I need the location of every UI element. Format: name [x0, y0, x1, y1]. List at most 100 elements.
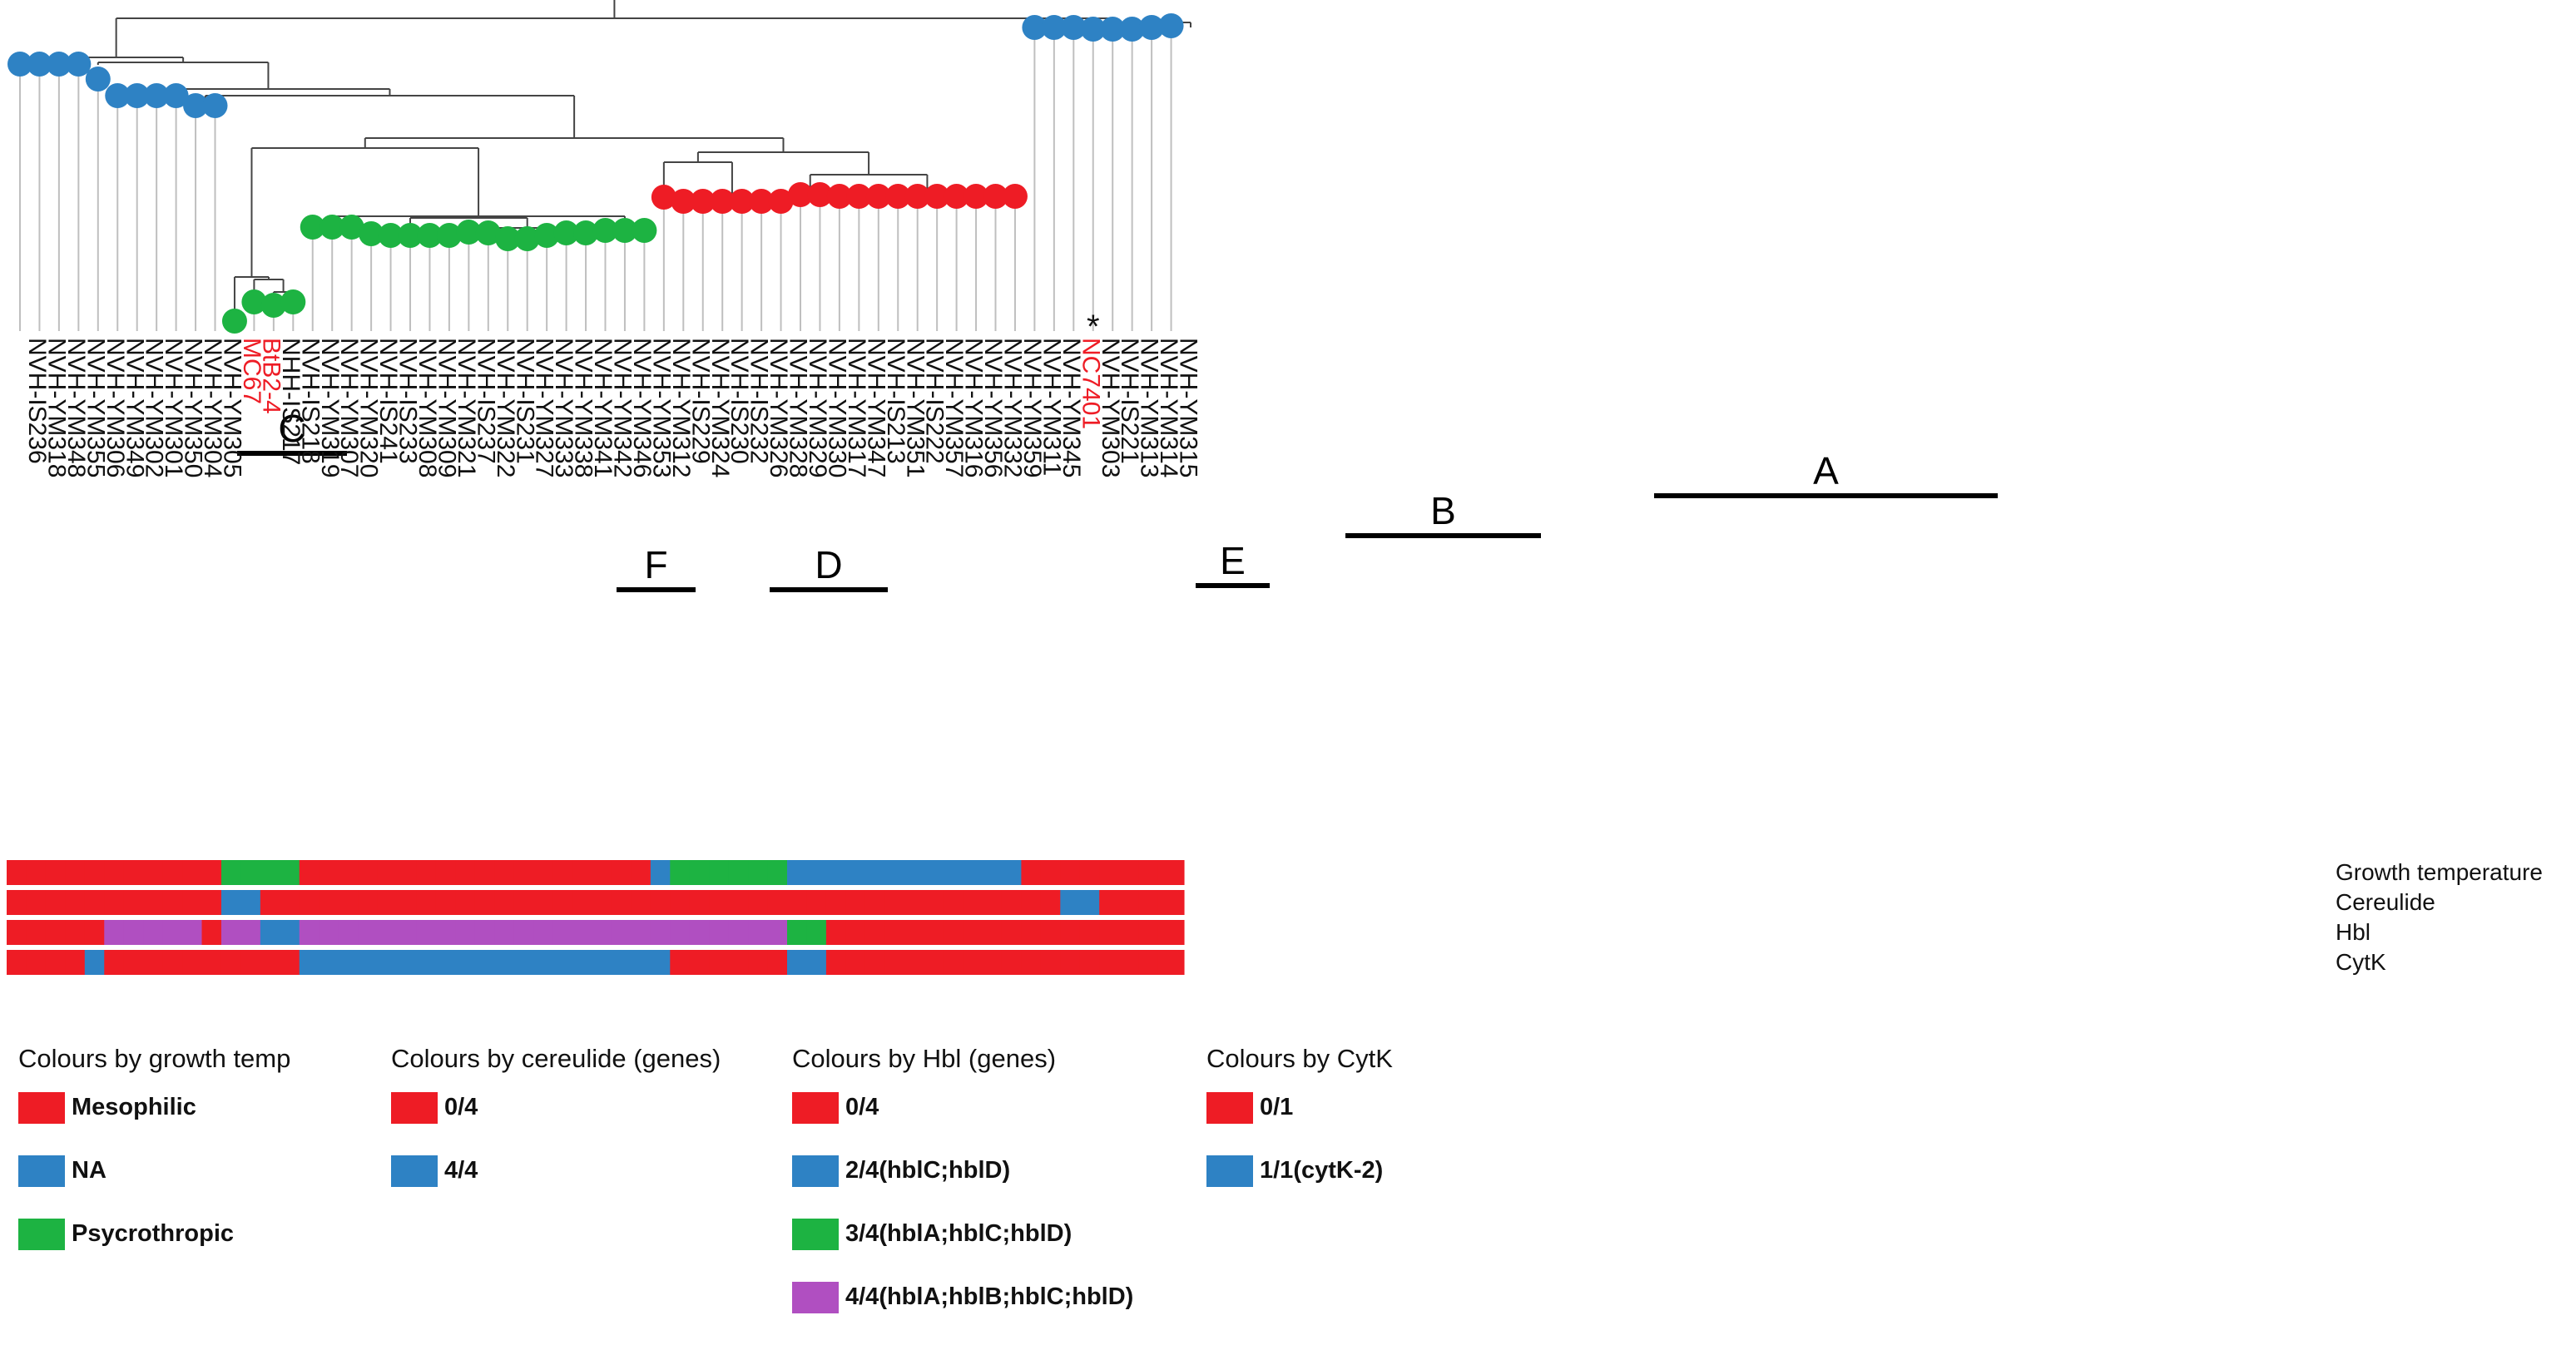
taxon-label: NVH-YM316 [960, 338, 988, 477]
clade-label: F [644, 543, 667, 586]
heatmap-cell [1157, 950, 1185, 975]
tip-node [456, 220, 482, 245]
tip-node [27, 52, 52, 77]
taxon-label: NVH-IS221 [1116, 338, 1143, 464]
taxon-label: NVH-YM346 [628, 338, 656, 477]
taxon-label: NVH-YM353 [647, 338, 675, 477]
tip-node [826, 184, 852, 209]
taxon-label: NVH-IS213 [882, 338, 909, 464]
tip-node [398, 223, 423, 248]
taxon-label: NVH-IS232 [746, 338, 773, 464]
clade-label: B [1430, 489, 1456, 532]
heatmap-cell [1157, 890, 1185, 915]
tip-node [690, 189, 716, 214]
taxon-label: NVH-YM303 [1097, 338, 1124, 477]
taxon-label: NVH-YM313 [1136, 338, 1163, 477]
taxon-label: NVH-YM341 [589, 338, 617, 477]
tip-node [885, 184, 911, 209]
taxon-label: NVH-IS222 [921, 338, 949, 464]
taxon-label: NVH-YM327 [531, 338, 558, 477]
taxon-label: NVH-YM315 [1175, 338, 1202, 477]
taxon-label: NVH-YM359 [1018, 338, 1046, 477]
taxon-label: NVH-YM326 [765, 338, 792, 477]
tip-node [378, 223, 404, 248]
tip-node [1041, 15, 1067, 40]
tip-node [163, 83, 189, 108]
tip-node [495, 226, 521, 251]
tip-node [260, 293, 286, 318]
taxon-label: NVH-YM345 [1058, 338, 1085, 477]
taxon-label: NVH-IS237 [472, 338, 499, 464]
taxon-label: NVH-YM322 [492, 338, 519, 477]
tip-node [671, 189, 696, 214]
tip-node [612, 218, 637, 243]
tip-node [807, 182, 833, 207]
taxon-label: MC67 [238, 338, 265, 404]
taxon-label: NVH-YM355 [82, 338, 109, 477]
taxon-label: NVH-YM329 [804, 338, 831, 477]
tip-node [944, 184, 969, 209]
taxon-label: NVH-YM333 [550, 338, 577, 477]
taxon-label: NVH-YM304 [199, 338, 226, 477]
tip-node [768, 189, 794, 214]
tip-node [573, 220, 599, 245]
tip-node [788, 182, 813, 207]
taxon-label: BtB2-4 [257, 338, 285, 414]
tip-node [846, 184, 872, 209]
taxon-label: NVH-YM305 [219, 338, 246, 477]
trait-heatmap: Growth temperature Cereulide Hbl CytK [7, 859, 2543, 975]
asterisk-marker: * [1087, 309, 1100, 345]
clade-label: C [278, 407, 305, 450]
tip-node [7, 52, 32, 77]
tip-node [124, 83, 150, 108]
tree-tip-nodes [7, 13, 1184, 334]
taxon-label: NVH-YM351 [901, 338, 929, 477]
taxon-label: NVH-IS241 [374, 338, 402, 464]
taxon-label: NVH-YM306 [102, 338, 129, 477]
taxon-label: NVH-YM347 [862, 338, 889, 477]
taxon-label: NVH-IS230 [726, 338, 753, 464]
taxon-label: NVH-IS218 [296, 338, 324, 464]
tip-node [710, 189, 736, 214]
tip-node [417, 223, 443, 248]
taxon-label: NHH-IS217 [277, 338, 305, 465]
tip-node [221, 309, 247, 334]
tip-node [592, 218, 618, 243]
taxon-label: NVH-YM312 [667, 338, 695, 477]
tip-node [300, 215, 325, 240]
tip-node [1139, 15, 1165, 40]
tip-node [632, 218, 657, 243]
heatmap-cell [1157, 860, 1185, 885]
taxon-label: NVH-YM301 [160, 338, 187, 477]
tip-node [320, 215, 345, 240]
tip-node [436, 223, 462, 248]
heatmap-row-label: Growth temperature [2336, 859, 2543, 885]
taxon-label: NVH-YM311 [1038, 338, 1065, 476]
taxon-label: NVH-YM338 [570, 338, 597, 477]
tree-leaf-lines [19, 26, 1172, 331]
tip-node [85, 67, 111, 91]
tip-node [1022, 15, 1048, 40]
taxon-label: NVH-IS229 [686, 338, 714, 464]
tip-node [202, 93, 228, 118]
taxon-label: NC7401 [1077, 338, 1104, 429]
tip-node [904, 184, 930, 209]
tip-node [983, 184, 1008, 209]
clade-markers: C F D E B A [237, 407, 1998, 592]
taxon-label: NVH-YM302 [141, 338, 168, 477]
tip-node [339, 215, 364, 240]
tip-node [924, 184, 950, 209]
tip-node [66, 52, 92, 77]
taxon-label: NVH-YM307 [335, 338, 363, 477]
tip-node [514, 226, 540, 251]
tip-node [651, 185, 676, 210]
clade-label: E [1220, 539, 1246, 582]
tip-node [105, 83, 131, 108]
tip-node [865, 184, 891, 209]
taxon-labels: NVH-IS236NVH-YM318NVH-YM348NVH-YM355NVH-… [23, 309, 1202, 477]
tip-node [280, 289, 306, 314]
tip-node [749, 189, 775, 214]
tip-node [1080, 17, 1106, 42]
clade-label: A [1813, 449, 1839, 492]
tip-node [729, 189, 755, 214]
